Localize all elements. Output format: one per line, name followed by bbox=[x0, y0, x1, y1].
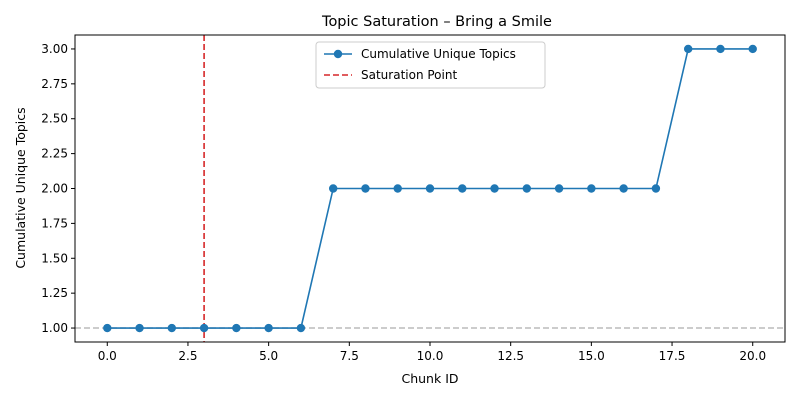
y-tick-label: 1.50 bbox=[41, 251, 68, 265]
x-tick-label: 0.0 bbox=[98, 349, 117, 363]
legend-box bbox=[315, 41, 546, 89]
y-tick-label: 3.00 bbox=[41, 42, 68, 56]
data-point bbox=[393, 184, 402, 193]
chart-title: Topic Saturation – Bring a Smile bbox=[321, 14, 552, 30]
x-tick-label: 15.0 bbox=[578, 349, 605, 363]
y-tick-label: 2.50 bbox=[41, 112, 68, 126]
data-point bbox=[425, 184, 435, 193]
data-point bbox=[199, 323, 209, 333]
plot-area bbox=[75, 35, 785, 342]
x-tick-label: 5.0 bbox=[259, 349, 278, 363]
data-point bbox=[619, 184, 628, 193]
legend-label: Cumulative Unique Topics bbox=[361, 47, 516, 61]
data-point bbox=[748, 44, 757, 54]
x-tick-label: 20.0 bbox=[739, 349, 766, 363]
data-point bbox=[716, 44, 725, 54]
data-point bbox=[328, 184, 338, 193]
data-point bbox=[683, 44, 693, 54]
y-tick-label: 2.00 bbox=[41, 182, 68, 196]
x-axis-label: Chunk ID bbox=[401, 371, 458, 386]
x-tick-label: 2.5 bbox=[178, 349, 197, 363]
data-point bbox=[554, 184, 564, 193]
legend-marker bbox=[333, 49, 343, 59]
data-point bbox=[103, 323, 112, 333]
y-tick-label: 2.25 bbox=[41, 147, 68, 161]
data-point bbox=[296, 323, 306, 333]
x-axis: 0.0 2.5 5.0 7.5 10.0 12.5 15.0 17.5 20.0 bbox=[98, 342, 766, 363]
x-tick-label: 12.5 bbox=[497, 349, 524, 363]
data-point bbox=[264, 323, 273, 333]
data-point bbox=[587, 184, 596, 193]
y-tick-label: 1.75 bbox=[41, 216, 68, 230]
data-point bbox=[135, 323, 144, 333]
legend: Cumulative Unique Topics Saturation Point bbox=[315, 41, 546, 89]
data-point bbox=[522, 184, 532, 193]
y-axis-label: Cumulative Unique Topics bbox=[13, 107, 28, 268]
x-tick-label: 7.5 bbox=[340, 349, 359, 363]
data-point bbox=[167, 323, 177, 333]
x-tick-label: 10.0 bbox=[417, 349, 444, 363]
data-point bbox=[458, 184, 467, 193]
data-point bbox=[361, 184, 370, 193]
data-point bbox=[232, 323, 241, 333]
data-point bbox=[490, 184, 499, 193]
y-axis: 1.00 1.25 1.50 1.75 2.00 2.25 2.50 2.75 3.00 bbox=[41, 42, 75, 335]
y-tick-label: 2.75 bbox=[41, 77, 68, 91]
y-tick-label: 1.00 bbox=[41, 321, 68, 335]
data-point bbox=[651, 184, 661, 193]
legend-label: Saturation Point bbox=[361, 68, 457, 82]
x-tick-label: 17.5 bbox=[659, 349, 686, 363]
y-tick-label: 1.25 bbox=[41, 286, 68, 300]
